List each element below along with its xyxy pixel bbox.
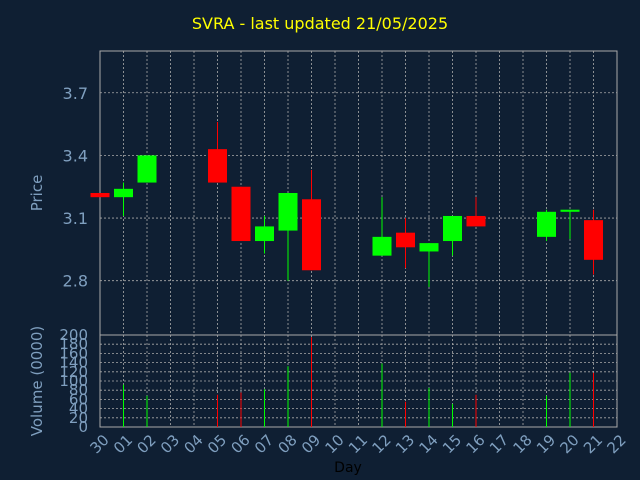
candle-body-up — [255, 226, 274, 242]
x-tick-label: 03 — [157, 431, 183, 457]
x-tick-label: 06 — [228, 431, 254, 457]
volume-tick-label: 80 — [69, 381, 88, 399]
volume-tick-label: 0 — [78, 418, 88, 436]
x-tick-label: 22 — [604, 431, 630, 457]
candle-body-down — [90, 193, 110, 198]
x-tick-label: 09 — [298, 431, 324, 457]
candle-body-up — [443, 215, 462, 242]
x-tick-label: 21 — [580, 431, 606, 457]
volume-tick-label: 160 — [59, 344, 88, 362]
x-tick-label: 04 — [181, 431, 207, 457]
x-tick-label: 13 — [392, 431, 418, 457]
x-tick-label: 01 — [110, 431, 136, 457]
x-tick-label: 14 — [416, 431, 442, 457]
candle-body-up — [419, 243, 439, 252]
volume-tick-label: 40 — [69, 400, 88, 418]
candle-body-up — [372, 236, 392, 256]
price-tick-label: 3.1 — [63, 209, 88, 228]
x-axis-label: Day — [334, 460, 362, 476]
candle-body-down — [231, 186, 251, 242]
candle-body-up — [137, 155, 157, 183]
x-tick-label: 05 — [204, 431, 230, 457]
volume-tick-label: 60 — [69, 390, 88, 408]
candle-body-down — [208, 149, 227, 183]
candle-body-up — [278, 193, 298, 231]
candle-body-down — [396, 232, 415, 248]
volume-tick-label: 120 — [59, 363, 88, 381]
volume-axis-label: Volume (0000) — [28, 326, 46, 436]
x-tick-label: 20 — [557, 431, 583, 457]
volume-tick-label: 100 — [59, 372, 88, 390]
candle-body-down — [466, 215, 486, 227]
x-tick-label: 15 — [439, 431, 465, 457]
price-tick-label: 2.8 — [63, 272, 88, 291]
price-tick-label: 3.4 — [63, 146, 88, 165]
x-tick-label: 17 — [486, 431, 512, 457]
candle-body-up — [537, 211, 556, 237]
x-tick-label: 18 — [510, 431, 536, 457]
candle-body-up — [114, 188, 133, 198]
candle-body-down — [584, 220, 603, 260]
x-tick-label: 19 — [533, 431, 559, 457]
x-tick-label: 10 — [322, 431, 348, 457]
volume-tick-label: 20 — [69, 409, 88, 427]
volume-tick-label: 180 — [59, 335, 88, 353]
x-tick-label: 11 — [345, 431, 371, 457]
volume-tick-label: 140 — [59, 354, 88, 372]
candle-body-up — [560, 209, 580, 212]
price-tick-label: 3.7 — [63, 84, 88, 103]
price-axis-label: Price — [28, 175, 46, 212]
x-tick-label: 02 — [134, 431, 160, 457]
chart-title: SVRA - last updated 21/05/2025 — [191, 14, 449, 33]
volume-tick-label: 200 — [59, 326, 88, 344]
x-tick-label: 16 — [463, 431, 489, 457]
x-tick-label: 08 — [275, 431, 301, 457]
x-tick-label: 12 — [369, 431, 395, 457]
candle-body-down — [302, 199, 321, 271]
x-tick-label: 07 — [251, 431, 277, 457]
x-tick-label: 30 — [87, 431, 113, 457]
